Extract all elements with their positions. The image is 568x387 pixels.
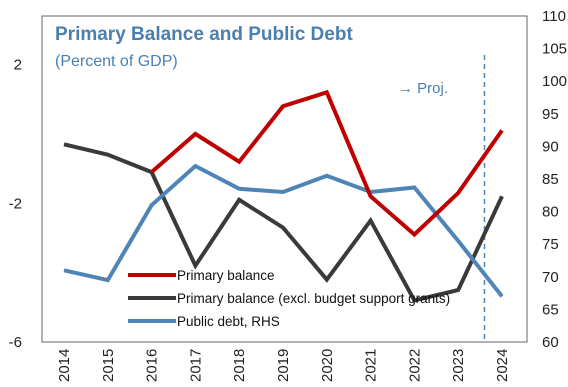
- legend-label: Public debt, RHS: [177, 314, 280, 329]
- chart-subtitle: (Percent of GDP): [55, 53, 178, 70]
- right-tick-label: 85: [542, 171, 559, 188]
- left-tick-label: -6: [9, 334, 22, 351]
- legend-label: Primary balance (excl. budget support gr…: [177, 291, 450, 306]
- x-tick-label: 2024: [494, 349, 511, 382]
- x-tick-label: 2023: [450, 349, 467, 382]
- x-tick-label: 2020: [319, 349, 336, 382]
- projection-label: → Proj.: [398, 80, 448, 97]
- right-tick-label: 105: [542, 41, 567, 58]
- right-tick-label: 60: [542, 334, 559, 351]
- right-tick-label: 80: [542, 204, 559, 221]
- legend-label: Primary balance: [177, 268, 275, 283]
- chart-title: Primary Balance and Public Debt: [55, 24, 353, 45]
- right-tick-label: 110: [542, 8, 566, 25]
- x-tick-label: 2017: [187, 349, 204, 382]
- x-tick-label: 2016: [144, 349, 161, 382]
- right-tick-label: 70: [542, 269, 559, 286]
- x-tick-label: 2022: [406, 349, 423, 382]
- right-tick-label: 90: [542, 138, 559, 155]
- x-tick-label: 2014: [56, 349, 73, 382]
- left-tick-label: 2: [14, 57, 22, 74]
- legend: Primary balance Primary balance (excl. bu…: [128, 268, 450, 329]
- right-tick-label: 75: [542, 236, 559, 253]
- right-tick-label: 95: [542, 106, 559, 123]
- right-tick-label: 65: [542, 301, 559, 318]
- x-tick-label: 2018: [231, 349, 248, 382]
- right-tick-label: 100: [542, 73, 567, 90]
- x-tick-label: 2021: [363, 349, 380, 382]
- plot-area: [41, 15, 528, 343]
- x-tick-label: 2019: [275, 349, 292, 382]
- x-tick-label: 2015: [100, 349, 117, 382]
- left-tick-label: -2: [9, 195, 22, 212]
